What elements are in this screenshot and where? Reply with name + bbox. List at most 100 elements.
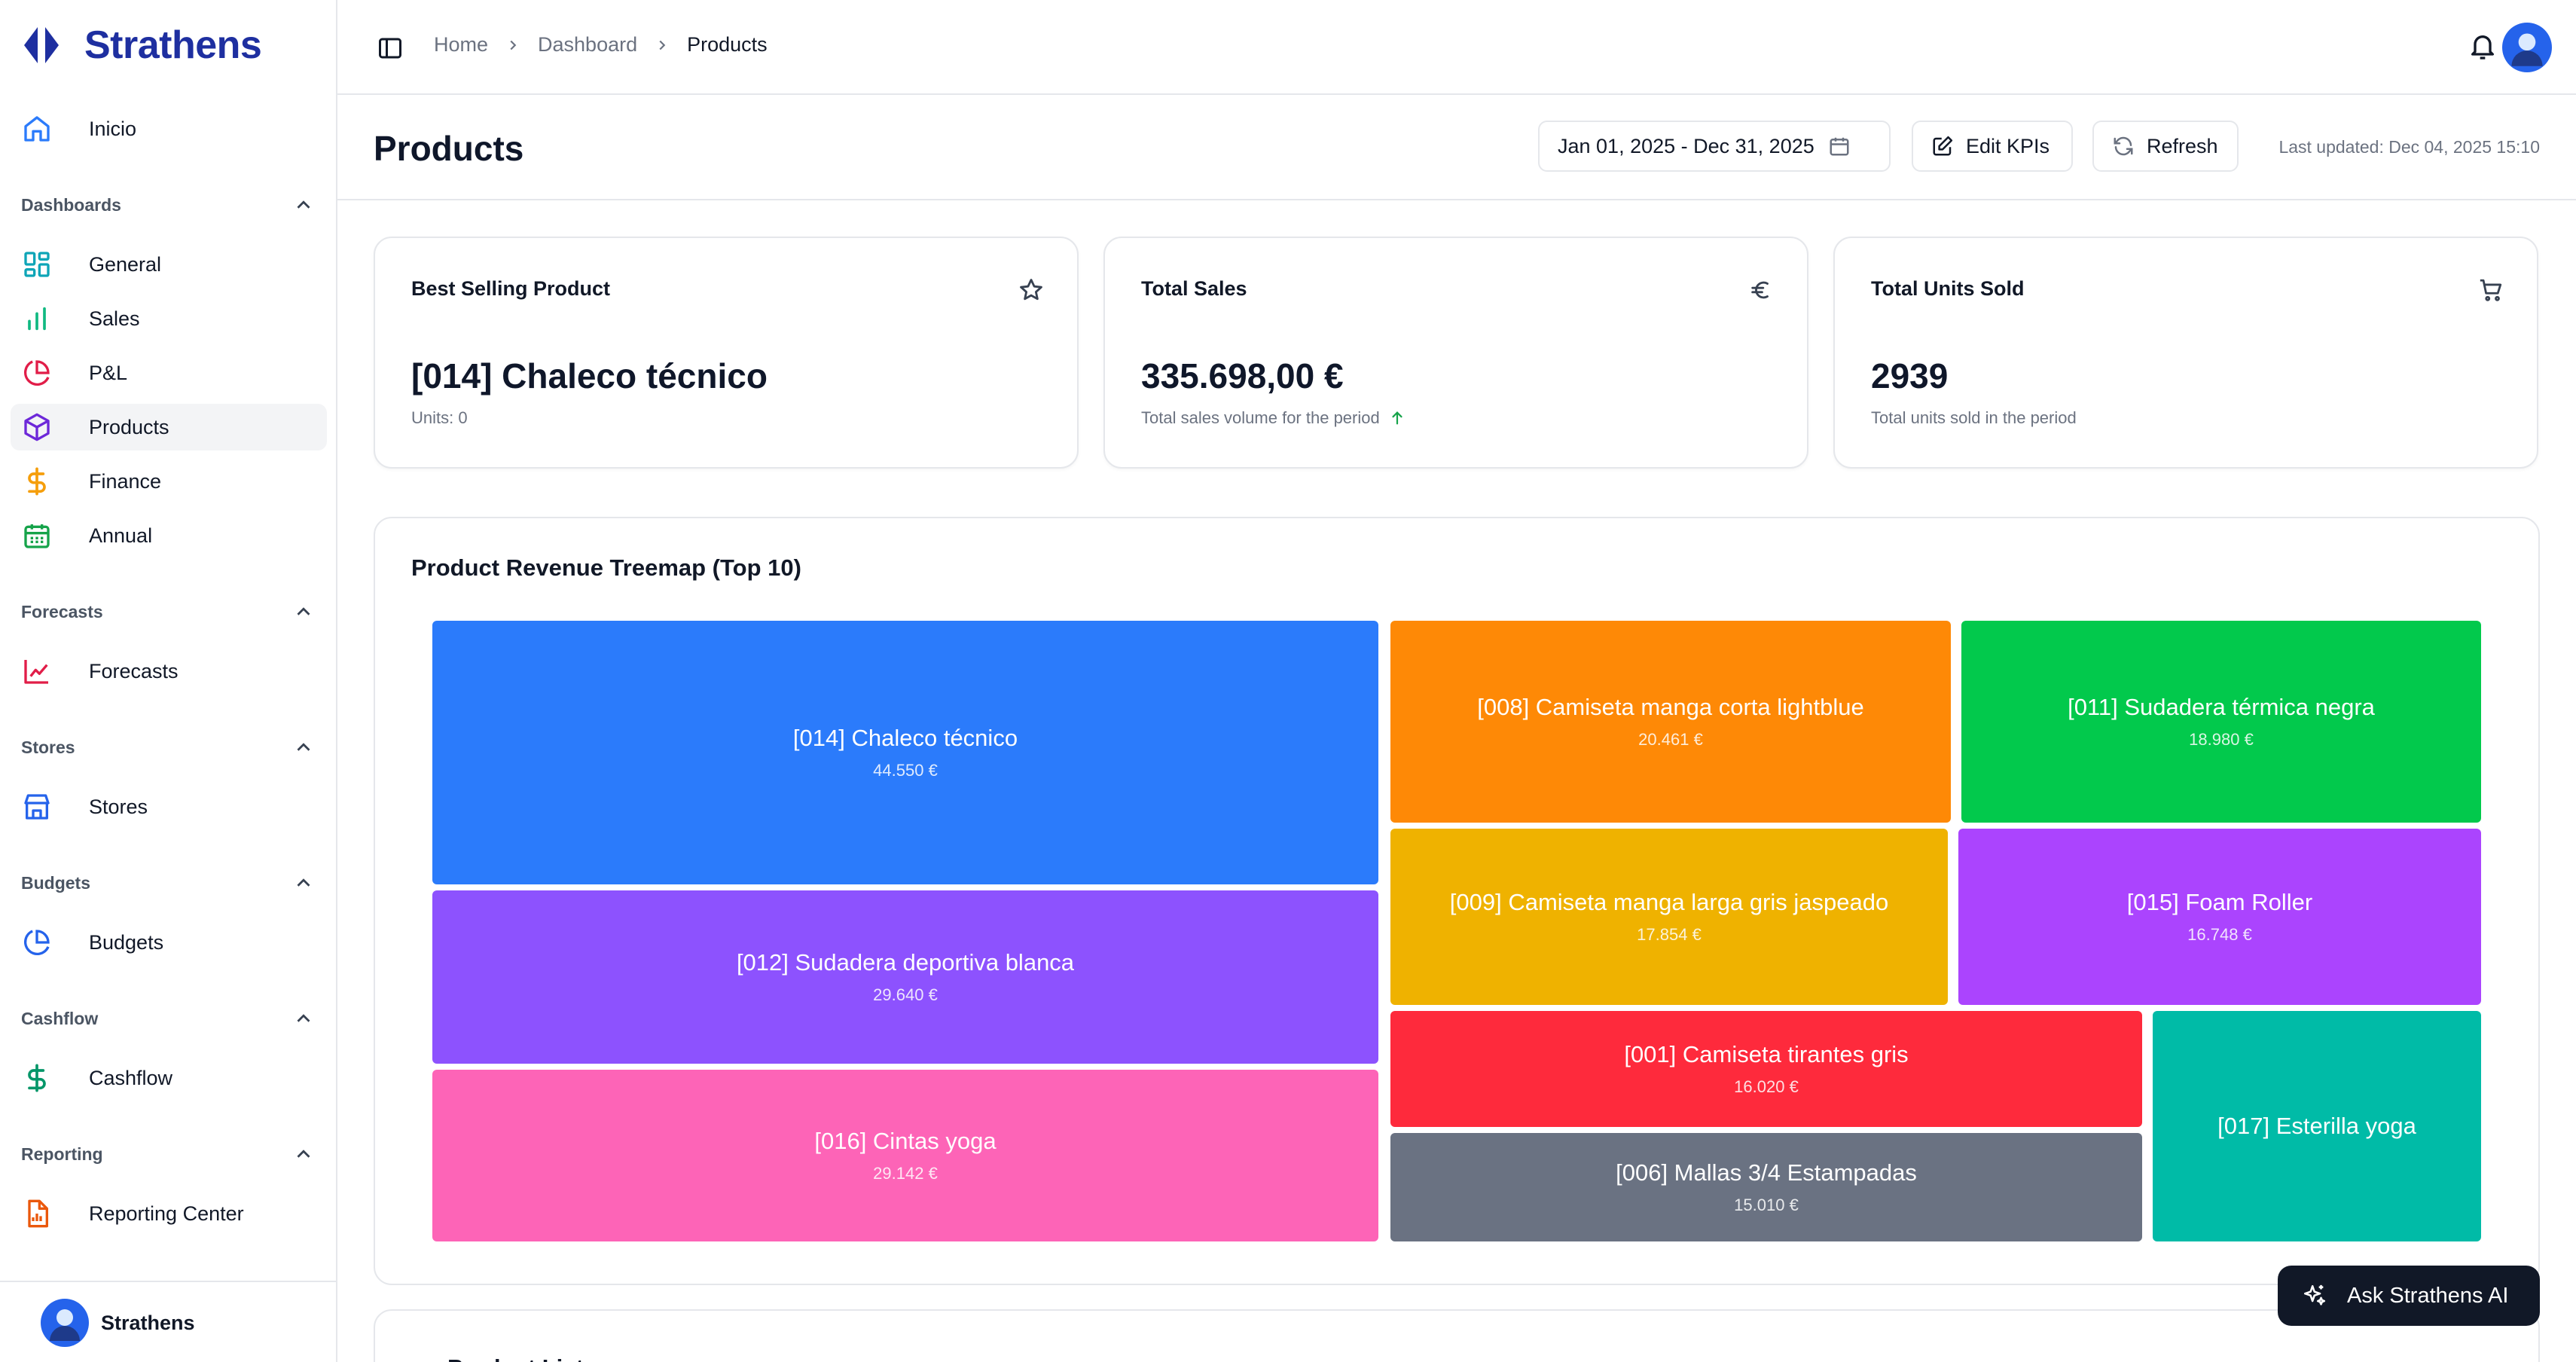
- tile-name: [017] Esterilla yoga: [2217, 1113, 2416, 1139]
- sidebar-item-label: Reporting Center: [89, 1202, 244, 1225]
- sidebar-item-sales[interactable]: Sales: [11, 295, 327, 342]
- bell-icon[interactable]: [2468, 32, 2498, 66]
- tile-value: 18.980 €: [2189, 730, 2254, 749]
- tile-value: 17.854 €: [1637, 925, 1702, 944]
- section-header-budgets[interactable]: Budgets: [21, 868, 315, 898]
- shopping-cart-icon: [2478, 277, 2504, 307]
- tile-value: 44.550 €: [873, 761, 938, 780]
- treemap-tile[interactable]: [009] Camiseta manga larga gris jaspeado…: [1390, 829, 1948, 1005]
- treemap-tile[interactable]: [008] Camiseta manga corta lightblue 20.…: [1390, 621, 1951, 823]
- kpi-title: Total Units Sold: [1871, 277, 2025, 300]
- tile-name: [006] Mallas 3/4 Estampadas: [1616, 1159, 1917, 1186]
- kpi-value: 335.698,00 €: [1141, 356, 1344, 395]
- sidebar-footer: Strathens: [0, 1281, 336, 1362]
- kpi-value: [014] Chaleco técnico: [411, 356, 768, 395]
- sidebar-item-label: Stores: [89, 795, 148, 818]
- box-icon: [20, 412, 54, 442]
- tile-value: 29.142 €: [873, 1164, 938, 1183]
- sidebar-item-budgets[interactable]: Budgets: [11, 919, 327, 966]
- chevron-up-icon: [297, 200, 310, 209]
- treemap-tile[interactable]: [001] Camiseta tirantes gris 16.020 €: [1390, 1011, 2142, 1127]
- section-header-stores[interactable]: Stores: [21, 732, 315, 762]
- section-header-reporting[interactable]: Reporting: [21, 1139, 315, 1169]
- euro-icon: [1748, 277, 1774, 307]
- sidebar-item-reporting-center[interactable]: Reporting Center: [11, 1190, 327, 1237]
- edit-kpis-button[interactable]: Edit KPIs: [1912, 121, 2073, 172]
- sidebar-item-label: Products: [89, 415, 169, 438]
- sidebar-item-products[interactable]: Products: [11, 404, 327, 450]
- user-name: Strathens: [101, 1311, 195, 1334]
- section-header-forecasts[interactable]: Forecasts: [21, 597, 315, 627]
- sidebar-toggle-icon[interactable]: [377, 35, 404, 66]
- tile-name: [009] Camiseta manga larga gris jaspeado: [1449, 889, 1889, 915]
- report-icon: [20, 1199, 54, 1229]
- brand-logo-icon: [24, 27, 59, 63]
- sidebar-item-label: P&L: [89, 361, 128, 384]
- section-title: Forecasts: [21, 601, 103, 621]
- refresh-button[interactable]: Refresh: [2092, 121, 2239, 172]
- product-list-title: Product List: [447, 1354, 584, 1362]
- tile-name: [015] Foam Roller: [2126, 889, 2313, 915]
- breadcrumb-current: Products: [687, 33, 768, 56]
- ask-ai-button[interactable]: Ask Strathens AI: [2278, 1266, 2540, 1326]
- treemap-tile[interactable]: [012] Sudadera deportiva blanca 29.640 €: [432, 890, 1378, 1064]
- treemap-tile[interactable]: [017] Esterilla yoga: [2153, 1011, 2481, 1241]
- sidebar-item-general[interactable]: General: [11, 241, 327, 288]
- top-bar: Home Dashboard Products: [337, 0, 2576, 95]
- sidebar-item-label: Finance: [89, 469, 162, 493]
- sidebar-item-label: Annual: [89, 524, 153, 547]
- sidebar-item-label: Sales: [89, 307, 140, 330]
- kpi-card-total-units: Total Units Sold 2939 Total units sold i…: [1833, 237, 2538, 469]
- section-title: Cashflow: [21, 1008, 99, 1028]
- kpi-subtext-label: Units: 0: [411, 408, 468, 427]
- pie-chart-icon: [20, 358, 54, 388]
- edit-kpis-label: Edit KPIs: [1966, 134, 2050, 157]
- section-title: Dashboards: [21, 194, 121, 215]
- sidebar-item-cashflow[interactable]: Cashflow: [11, 1055, 327, 1101]
- section-title: Budgets: [21, 872, 90, 893]
- user-menu[interactable]: Strathens: [41, 1299, 195, 1347]
- grid-icon: [20, 249, 54, 279]
- chevron-right-icon: [659, 40, 666, 50]
- page-title: Products: [374, 129, 524, 168]
- treemap-tile[interactable]: [006] Mallas 3/4 Estampadas 15.010 €: [1390, 1133, 2142, 1241]
- calendar-icon: [20, 521, 54, 551]
- breadcrumb-dashboard[interactable]: Dashboard: [538, 33, 638, 56]
- date-range-picker[interactable]: Jan 01, 2025 - Dec 31, 2025: [1538, 121, 1891, 172]
- brand[interactable]: Strathens: [21, 23, 262, 68]
- sidebar-item-stores[interactable]: Stores: [11, 783, 327, 830]
- treemap-tile[interactable]: [014] Chaleco técnico 44.550 €: [432, 621, 1378, 884]
- store-icon: [20, 792, 54, 822]
- sidebar-item-inicio[interactable]: Inicio: [11, 105, 327, 152]
- breadcrumb-home[interactable]: Home: [434, 33, 489, 56]
- sidebar: Strathens Inicio Dashboards General Sale…: [0, 0, 337, 1362]
- treemap-tile[interactable]: [016] Cintas yoga 29.142 €: [432, 1070, 1378, 1241]
- kpi-title: Best Selling Product: [411, 277, 611, 300]
- treemap-tile[interactable]: [011] Sudadera térmica negra 18.980 €: [1961, 621, 2481, 823]
- avatar[interactable]: [2502, 23, 2552, 76]
- kpi-subtext: Total units sold in the period: [1871, 408, 2077, 428]
- treemap-tile[interactable]: [015] Foam Roller 16.748 €: [1958, 829, 2481, 1005]
- edit-icon: [1933, 136, 1953, 156]
- tile-value: 16.748 €: [2187, 925, 2252, 944]
- tile-name: [016] Cintas yoga: [814, 1128, 997, 1154]
- sidebar-item-finance[interactable]: Finance: [11, 458, 327, 505]
- kpi-value: 2939: [1871, 356, 1949, 395]
- section-title: Stores: [21, 737, 75, 757]
- section-header-dashboards[interactable]: Dashboards: [21, 190, 315, 220]
- sidebar-item-annual[interactable]: Annual: [11, 512, 327, 559]
- refresh-icon: [2114, 136, 2133, 156]
- sidebar-item-label: Inicio: [89, 117, 137, 140]
- calendar-icon: [1830, 137, 1849, 156]
- tile-value: 20.461 €: [1638, 730, 1703, 749]
- sparkles-icon: [2303, 1284, 2326, 1306]
- arrow-up-icon: [1392, 411, 1402, 425]
- kpi-subtext-label: Total units sold in the period: [1871, 408, 2077, 427]
- section-header-cashflow[interactable]: Cashflow: [21, 1003, 315, 1034]
- kpi-subtext: Total sales volume for the period: [1141, 408, 1406, 428]
- tile-value: 15.010 €: [1734, 1196, 1799, 1214]
- chevron-up-icon: [297, 607, 310, 615]
- sidebar-item-forecasts[interactable]: Forecasts: [11, 648, 327, 695]
- sidebar-item-label: Cashflow: [89, 1066, 173, 1089]
- sidebar-item-pl[interactable]: P&L: [11, 350, 327, 396]
